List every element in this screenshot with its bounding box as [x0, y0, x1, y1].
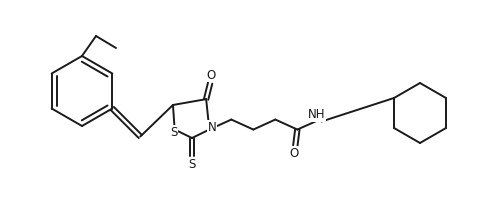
Text: S: S — [188, 158, 196, 170]
Text: S: S — [170, 126, 177, 139]
Text: O: O — [290, 147, 299, 160]
Text: O: O — [207, 69, 216, 82]
Text: N: N — [208, 121, 217, 134]
Text: NH: NH — [308, 108, 325, 121]
